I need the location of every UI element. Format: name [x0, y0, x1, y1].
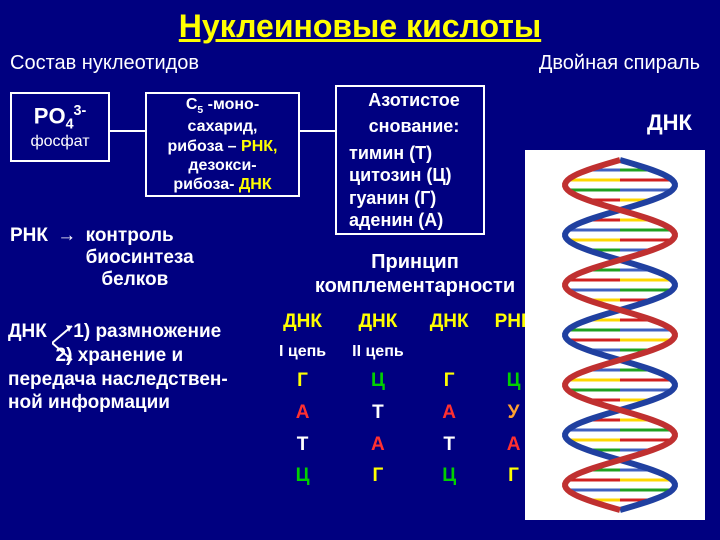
bases-header: Азотистое — [368, 89, 460, 112]
dna-image-label: ДНК — [647, 110, 692, 136]
phosphate-label: фосфат — [30, 133, 89, 151]
sugar-line: рибоза- ДНК — [173, 175, 271, 194]
dnk-label: ДНК — [8, 321, 47, 342]
table-row: АТАУ — [267, 398, 545, 428]
subtitle-helix: Двойная спираль — [539, 52, 700, 75]
base-item: тимин (Т) — [349, 142, 432, 165]
arrow-icon: → — [57, 225, 76, 247]
phosphate-formula: PO43- — [34, 103, 86, 133]
sugar-line: C5 -моно- — [186, 95, 259, 118]
sugar-line: рибоза – РНК, — [168, 137, 278, 156]
bases-header: снование: — [369, 115, 460, 138]
sugar-line: дезокси- — [188, 156, 256, 175]
base-item: аденин (А) — [349, 209, 443, 232]
table-row: ЦГЦГ — [267, 461, 545, 491]
subtitle-composition: Состав нуклеотидов — [10, 52, 199, 75]
dna-helix-diagram — [525, 150, 705, 520]
dnk-function: ДНК 1) размножение 2) хранение и передач… — [8, 320, 268, 415]
base-item: цитозин (Ц) — [349, 164, 452, 187]
table-header: ДНК — [267, 307, 338, 337]
table-header: ДНК — [340, 307, 416, 337]
table-subheader: I цепь — [267, 339, 338, 365]
sugar-box: C5 -моно- сахарид, рибоза – РНК, дезокси… — [145, 92, 300, 197]
rnk-function: РНК → контроль биосинтеза белков — [10, 225, 280, 291]
table-subheader: II цепь — [340, 339, 416, 365]
table-row: ТАТА — [267, 430, 545, 460]
rnk-label: РНК — [10, 225, 48, 247]
complementarity-table: ДНК ДНК ДНК РНК I цепь II цепь ГЦГЦ АТАУ… — [265, 305, 547, 493]
table-header: ДНК — [418, 307, 481, 337]
complementarity-title: Принцип комплементарности — [300, 250, 530, 298]
page-title: Нуклеиновые кислоты — [0, 0, 720, 45]
connector-line — [300, 130, 335, 132]
connector-line — [110, 130, 145, 132]
sugar-line: сахарид, — [188, 117, 258, 136]
phosphate-box: PO43- фосфат — [10, 92, 110, 162]
bases-box: Азотистое снование: тимин (Т) цитозин (Ц… — [335, 85, 485, 235]
base-item: гуанин (Г) — [349, 187, 436, 210]
table-row: ГЦГЦ — [267, 366, 545, 396]
